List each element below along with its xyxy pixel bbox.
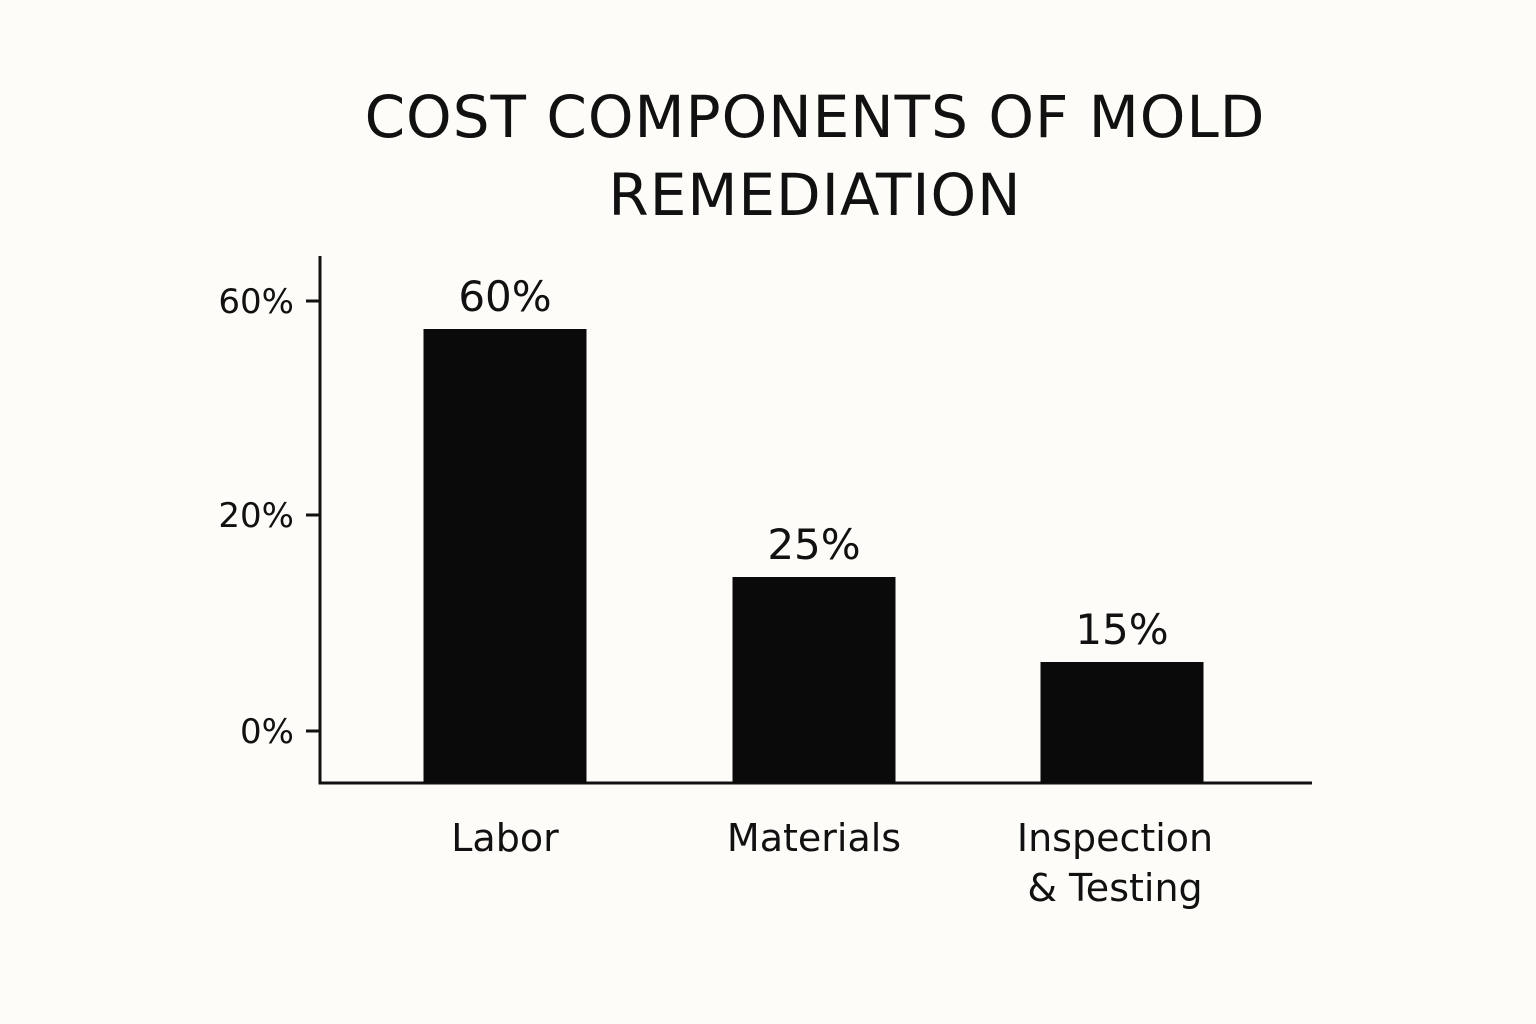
data-labels: 60% 25% 15% [458, 272, 1168, 654]
y-tick-label: 0% [240, 712, 294, 752]
bar-0 [423, 329, 587, 783]
bar-1 [732, 577, 896, 783]
x-category-label: Labor [451, 816, 559, 860]
y-axis-ticks: 0% 20% 60% [218, 282, 320, 752]
bar-value-label: 25% [767, 520, 860, 569]
x-category-label: Materials [727, 816, 901, 860]
chart-title: COST COMPONENTS OF MOLD REMEDIATION [0, 78, 1536, 234]
x-category-label: Inspection [1017, 816, 1213, 860]
chart-title-line-1: COST COMPONENTS OF MOLD [364, 83, 1266, 151]
bar-value-label: 60% [458, 272, 551, 321]
bar-2 [1040, 662, 1204, 783]
bar-value-label: 15% [1075, 605, 1168, 654]
y-tick-label: 20% [218, 496, 294, 536]
chart-title-line-2: REMEDIATION [608, 161, 1022, 229]
bars [423, 329, 1204, 783]
category-labels: Labor Materials Inspection & Testing [451, 816, 1213, 910]
y-tick-label: 60% [218, 282, 294, 322]
x-category-label: & Testing [1027, 866, 1202, 910]
